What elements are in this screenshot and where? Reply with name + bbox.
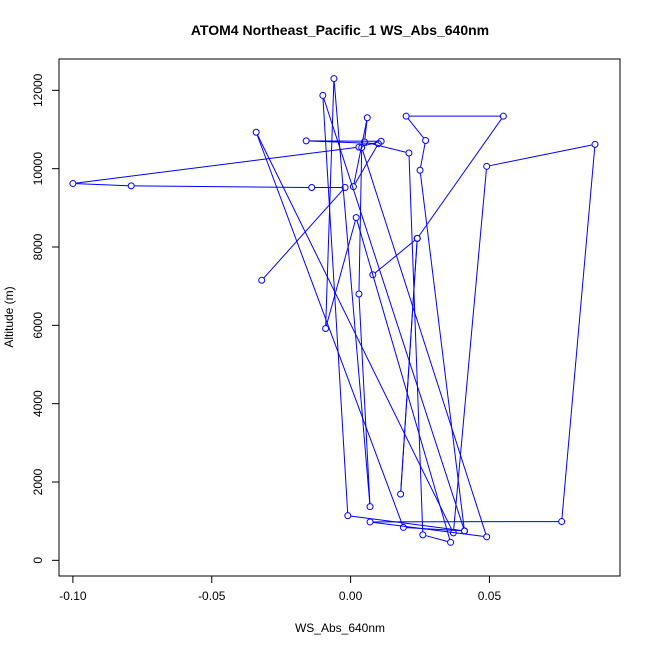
- data-point: [363, 114, 371, 122]
- series-segment: [322, 98, 349, 513]
- series-segment: [75, 147, 356, 184]
- data-point: [344, 512, 352, 520]
- series-segment: [425, 535, 448, 542]
- data-point: [355, 290, 363, 298]
- data-point: [355, 143, 363, 151]
- series-segment: [354, 146, 378, 185]
- data-point: [366, 518, 374, 526]
- data-point: [397, 490, 405, 498]
- series-layer: [69, 75, 599, 546]
- data-point: [416, 166, 424, 174]
- data-point: [419, 531, 427, 539]
- series-segment: [418, 118, 502, 237]
- series-segment: [325, 81, 335, 326]
- data-point: [422, 136, 430, 144]
- data-point: [483, 533, 491, 541]
- series-segment: [453, 169, 487, 530]
- series-segment: [353, 120, 368, 184]
- data-point: [302, 137, 310, 145]
- data-point: [447, 538, 455, 546]
- series-segment: [323, 98, 464, 529]
- x-axis: -0.10 -0.05 0.00 0.05: [59, 576, 501, 603]
- data-point: [69, 180, 77, 188]
- y-tick-label: 0: [31, 557, 45, 564]
- data-point: [405, 149, 413, 157]
- data-point: [413, 234, 421, 242]
- data-point: [399, 523, 407, 531]
- series-segment: [364, 120, 368, 139]
- series-segment: [489, 144, 592, 167]
- data-point: [402, 112, 410, 120]
- data-point: [358, 144, 366, 152]
- chart-title: ATOM4 Northeast_Pacific_1 WS_Abs_640nm: [191, 22, 489, 38]
- y-axis-label: Altitude (m): [2, 286, 16, 347]
- data-point: [449, 529, 457, 537]
- series-segment: [419, 173, 465, 528]
- x-tick-label: 0.05: [478, 589, 502, 603]
- y-tick-label: 4000: [31, 390, 45, 417]
- x-tick-label: 0.00: [339, 589, 363, 603]
- x-axis-label: WS_Abs_640nm: [295, 621, 385, 635]
- x-tick-label: -0.10: [59, 589, 87, 603]
- data-point: [341, 183, 349, 191]
- series-segment: [408, 156, 424, 532]
- series-segment: [420, 143, 426, 168]
- series-segment: [256, 135, 403, 525]
- data-point: [558, 518, 566, 526]
- y-tick-label: 12000: [31, 73, 45, 107]
- data-point: [352, 214, 360, 222]
- series-segment: [400, 241, 418, 491]
- y-tick-label: 8000: [31, 233, 45, 260]
- data-point: [127, 182, 135, 190]
- series-segment: [333, 81, 371, 504]
- data-point: [360, 138, 368, 146]
- data-point: [499, 112, 507, 120]
- data-point: [349, 183, 357, 191]
- series-segment: [561, 147, 596, 519]
- data-point: [330, 75, 338, 83]
- data-point: [483, 162, 491, 170]
- y-tick-label: 2000: [31, 468, 45, 495]
- data-point: [366, 503, 374, 511]
- data-point: [369, 271, 377, 279]
- plot-frame: [58, 58, 621, 577]
- plot-area: [58, 58, 621, 577]
- series-segment: [257, 134, 453, 531]
- data-point: [460, 527, 468, 535]
- series-segment: [134, 185, 309, 188]
- series-segment: [358, 150, 363, 291]
- data-point: [319, 91, 327, 99]
- series-segment: [367, 142, 406, 153]
- series-segment: [358, 297, 371, 504]
- data-point: [591, 140, 599, 148]
- x-tick-label: -0.05: [198, 589, 226, 603]
- data-point: [308, 183, 316, 191]
- series-segment: [374, 240, 416, 274]
- series-segment: [76, 183, 129, 187]
- y-tick-label: 6000: [31, 312, 45, 339]
- series-segment: [325, 220, 356, 326]
- data-point: [322, 324, 330, 332]
- y-tick-label: 10000: [31, 152, 45, 186]
- data-point: [252, 128, 260, 136]
- series-segment: [350, 515, 462, 532]
- data-point: [374, 140, 382, 148]
- data-point: [258, 276, 266, 284]
- series-segment: [362, 150, 487, 534]
- series-segment: [309, 140, 376, 144]
- y-axis: 0 2000 4000 6000 8000 10000 12000: [31, 73, 59, 564]
- series-segment: [407, 118, 424, 139]
- series-segment: [356, 220, 451, 540]
